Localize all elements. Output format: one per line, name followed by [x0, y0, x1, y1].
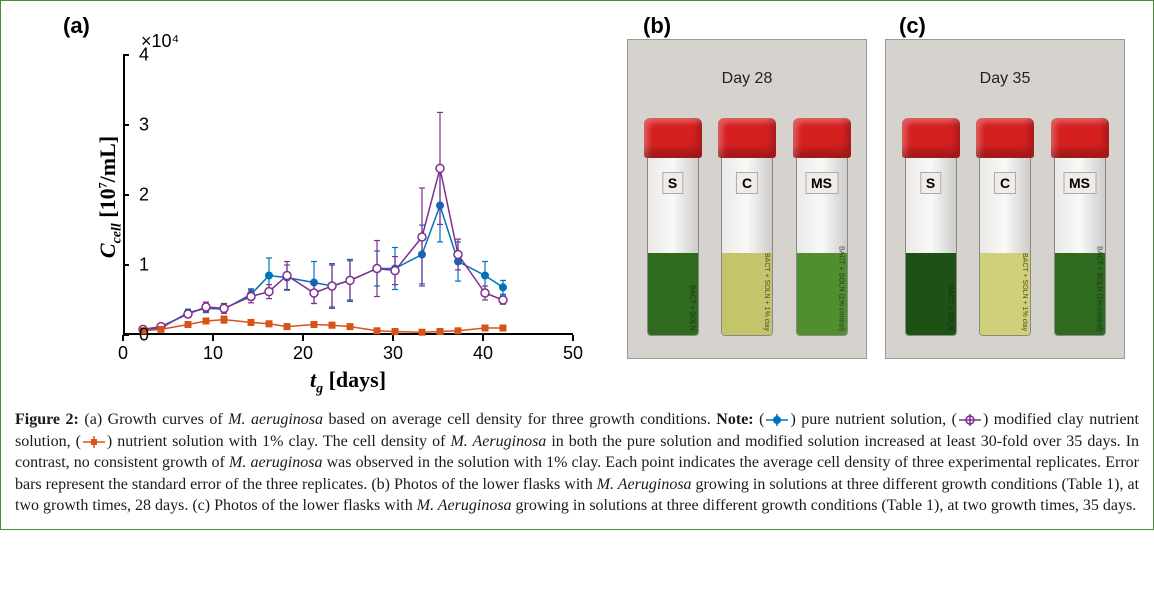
day28-label: Day 28 [722, 70, 773, 88]
x-tick-label: 40 [473, 343, 493, 364]
flask-tag-label: MS [1063, 172, 1096, 194]
flask-side-writing: BACT + SOLN (1% control) [1092, 178, 1103, 331]
y-tick-label: 3 [139, 115, 149, 136]
photo-day35: Day 35 BACT + SOLNSBACT + SOLN + 1% clay… [885, 39, 1125, 359]
x-tick-label: 30 [383, 343, 403, 364]
flask-side-writing: BACT + SOLN + 1% clay [759, 178, 770, 331]
flask-cap [1051, 118, 1109, 158]
x-axis-label: tg [days] [310, 367, 386, 397]
panel-a-label: (a) [63, 13, 90, 39]
x-tick-label: 0 [118, 343, 128, 364]
y-tick-label: 0 [139, 325, 149, 346]
flask-ms: BACT + SOLN (1% control)MS [792, 118, 852, 338]
legend-marker-modified [957, 413, 983, 427]
flask-side-writing: BACT + SOLN (1% control) [834, 178, 845, 331]
flask-ms: BACT + SOLN (1% control)MS [1050, 118, 1110, 338]
legend-marker-clay [81, 435, 107, 449]
y-tick-label: 2 [139, 185, 149, 206]
flask-c: BACT + SOLN + 1% clayC [975, 118, 1035, 338]
flask-tag-label: MS [805, 172, 838, 194]
flask-tag-label: S [662, 172, 683, 194]
y-tick-label: 1 [139, 255, 149, 276]
flask-cap [976, 118, 1034, 158]
flask-tag-label: C [736, 172, 758, 194]
panel-row: (a) ×10⁴ 0123401020304050 Ccell [107/mL]… [15, 11, 1139, 397]
chart-svg [125, 55, 575, 335]
photo-day28: Day 28 BACT + SOLNSBACT + SOLN + 1% clay… [627, 39, 867, 359]
flask-side-writing: BACT + SOLN + 1% clay [1017, 178, 1028, 331]
y-tick-label: 4 [139, 45, 149, 66]
growth-chart: ×10⁴ 0123401020304050 Ccell [107/mL] tg … [45, 37, 605, 397]
chart-plot-area [123, 55, 573, 335]
flask-c: BACT + SOLN + 1% clayC [717, 118, 777, 338]
figure-number: Figure 2: [15, 411, 79, 428]
panel-b-label: (b) [643, 13, 671, 39]
panel-a: (a) ×10⁴ 0123401020304050 Ccell [107/mL]… [15, 11, 615, 397]
y-axis-label: Ccell [107/mL] [95, 136, 125, 258]
panel-c: (c) Day 35 BACT + SOLNSBACT + SOLN + 1% … [881, 11, 1131, 359]
day35-label: Day 35 [980, 70, 1031, 88]
flask-s: BACT + SOLNS [643, 118, 703, 338]
flask-s: BACT + SOLNS [901, 118, 961, 338]
flask-side-writing: BACT + SOLN [943, 178, 954, 331]
flask-tag-label: C [994, 172, 1016, 194]
panel-c-label: (c) [899, 13, 926, 39]
flask-cap [718, 118, 776, 158]
x-tick-label: 10 [203, 343, 223, 364]
figure-container: (a) ×10⁴ 0123401020304050 Ccell [107/mL]… [0, 0, 1154, 530]
flask-cap [793, 118, 851, 158]
x-tick-label: 50 [563, 343, 583, 364]
flask-side-writing: BACT + SOLN [685, 178, 696, 331]
flask-cap [902, 118, 960, 158]
flask-tag-label: S [920, 172, 941, 194]
flask-cap [644, 118, 702, 158]
figure-caption: Figure 2: (a) Growth curves of M. aerugi… [15, 409, 1139, 517]
legend-marker-pure [764, 413, 790, 427]
panel-b: (b) Day 28 BACT + SOLNSBACT + SOLN + 1% … [623, 11, 873, 359]
x-tick-label: 20 [293, 343, 313, 364]
